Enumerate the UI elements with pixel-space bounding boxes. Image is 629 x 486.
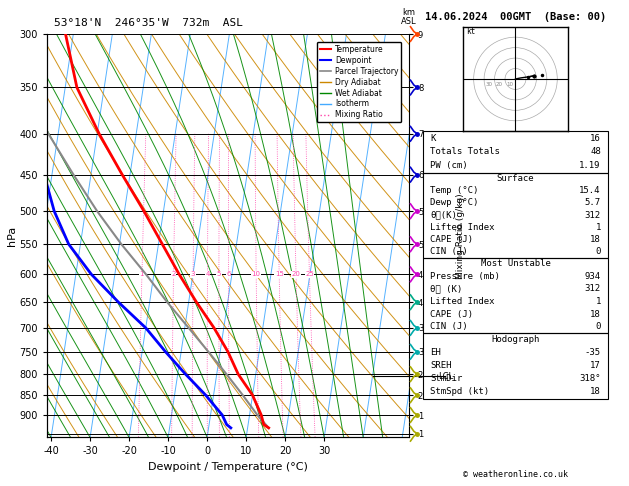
Text: StmSpd (kt): StmSpd (kt) xyxy=(430,387,489,397)
Text: 17: 17 xyxy=(590,361,601,370)
Text: 312: 312 xyxy=(585,284,601,294)
Text: 15: 15 xyxy=(275,271,284,278)
Text: 1: 1 xyxy=(596,297,601,306)
Text: 312: 312 xyxy=(585,210,601,220)
Text: CIN (J): CIN (J) xyxy=(430,322,468,331)
Text: 10: 10 xyxy=(252,271,260,278)
Text: 1.19: 1.19 xyxy=(579,161,601,170)
Text: © weatheronline.co.uk: © weatheronline.co.uk xyxy=(464,469,568,479)
Text: Totals Totals: Totals Totals xyxy=(430,147,500,156)
Text: 6: 6 xyxy=(226,271,231,278)
Text: 2: 2 xyxy=(171,271,175,278)
Text: 5.7: 5.7 xyxy=(585,198,601,208)
Text: 318°: 318° xyxy=(579,374,601,383)
Text: K: K xyxy=(430,134,435,142)
Text: 4: 4 xyxy=(205,271,209,278)
Text: Dewp (°C): Dewp (°C) xyxy=(430,198,479,208)
Text: 18: 18 xyxy=(590,235,601,244)
Text: Most Unstable: Most Unstable xyxy=(481,260,550,268)
Text: 15.4: 15.4 xyxy=(579,186,601,195)
Legend: Temperature, Dewpoint, Parcel Trajectory, Dry Adiabat, Wet Adiabat, Isotherm, Mi: Temperature, Dewpoint, Parcel Trajectory… xyxy=(316,42,401,122)
Text: PW (cm): PW (cm) xyxy=(430,161,468,170)
Text: 18: 18 xyxy=(590,387,601,397)
Text: 20: 20 xyxy=(496,82,503,87)
Text: 1: 1 xyxy=(140,271,144,278)
Text: StmDir: StmDir xyxy=(430,374,462,383)
Text: 5: 5 xyxy=(217,271,221,278)
Text: kt: kt xyxy=(466,27,476,36)
Text: CIN (J): CIN (J) xyxy=(430,247,468,256)
Text: Lifted Index: Lifted Index xyxy=(430,223,494,232)
Text: 25: 25 xyxy=(305,271,314,278)
Text: EH: EH xyxy=(430,348,441,357)
Text: Pressure (mb): Pressure (mb) xyxy=(430,272,500,281)
Text: 48: 48 xyxy=(590,147,601,156)
Text: 3: 3 xyxy=(191,271,196,278)
Text: 18: 18 xyxy=(590,310,601,319)
Text: km
ASL: km ASL xyxy=(401,8,416,26)
Text: 20: 20 xyxy=(292,271,301,278)
Text: Hodograph: Hodograph xyxy=(491,335,540,344)
Text: 0: 0 xyxy=(596,247,601,256)
Text: θᴇ(K): θᴇ(K) xyxy=(430,210,457,220)
Text: 53°18'N  246°35'W  732m  ASL: 53°18'N 246°35'W 732m ASL xyxy=(54,18,243,28)
Text: -35: -35 xyxy=(585,348,601,357)
Text: 0: 0 xyxy=(596,322,601,331)
Text: 16: 16 xyxy=(590,134,601,142)
Text: 934: 934 xyxy=(585,272,601,281)
Text: 30: 30 xyxy=(485,82,492,87)
Text: Mixing Ratio (g/kg): Mixing Ratio (g/kg) xyxy=(456,193,465,278)
Y-axis label: hPa: hPa xyxy=(7,226,17,246)
Text: θᴇ (K): θᴇ (K) xyxy=(430,284,462,294)
Text: CAPE (J): CAPE (J) xyxy=(430,235,473,244)
Text: Surface: Surface xyxy=(497,174,534,183)
Text: 10: 10 xyxy=(506,82,513,87)
Text: LCL: LCL xyxy=(438,372,453,381)
Text: 1: 1 xyxy=(596,223,601,232)
Text: SREH: SREH xyxy=(430,361,452,370)
Text: 14.06.2024  00GMT  (Base: 00): 14.06.2024 00GMT (Base: 00) xyxy=(425,12,606,22)
X-axis label: Dewpoint / Temperature (°C): Dewpoint / Temperature (°C) xyxy=(148,462,308,472)
Text: CAPE (J): CAPE (J) xyxy=(430,310,473,319)
Text: Lifted Index: Lifted Index xyxy=(430,297,494,306)
Text: Temp (°C): Temp (°C) xyxy=(430,186,479,195)
